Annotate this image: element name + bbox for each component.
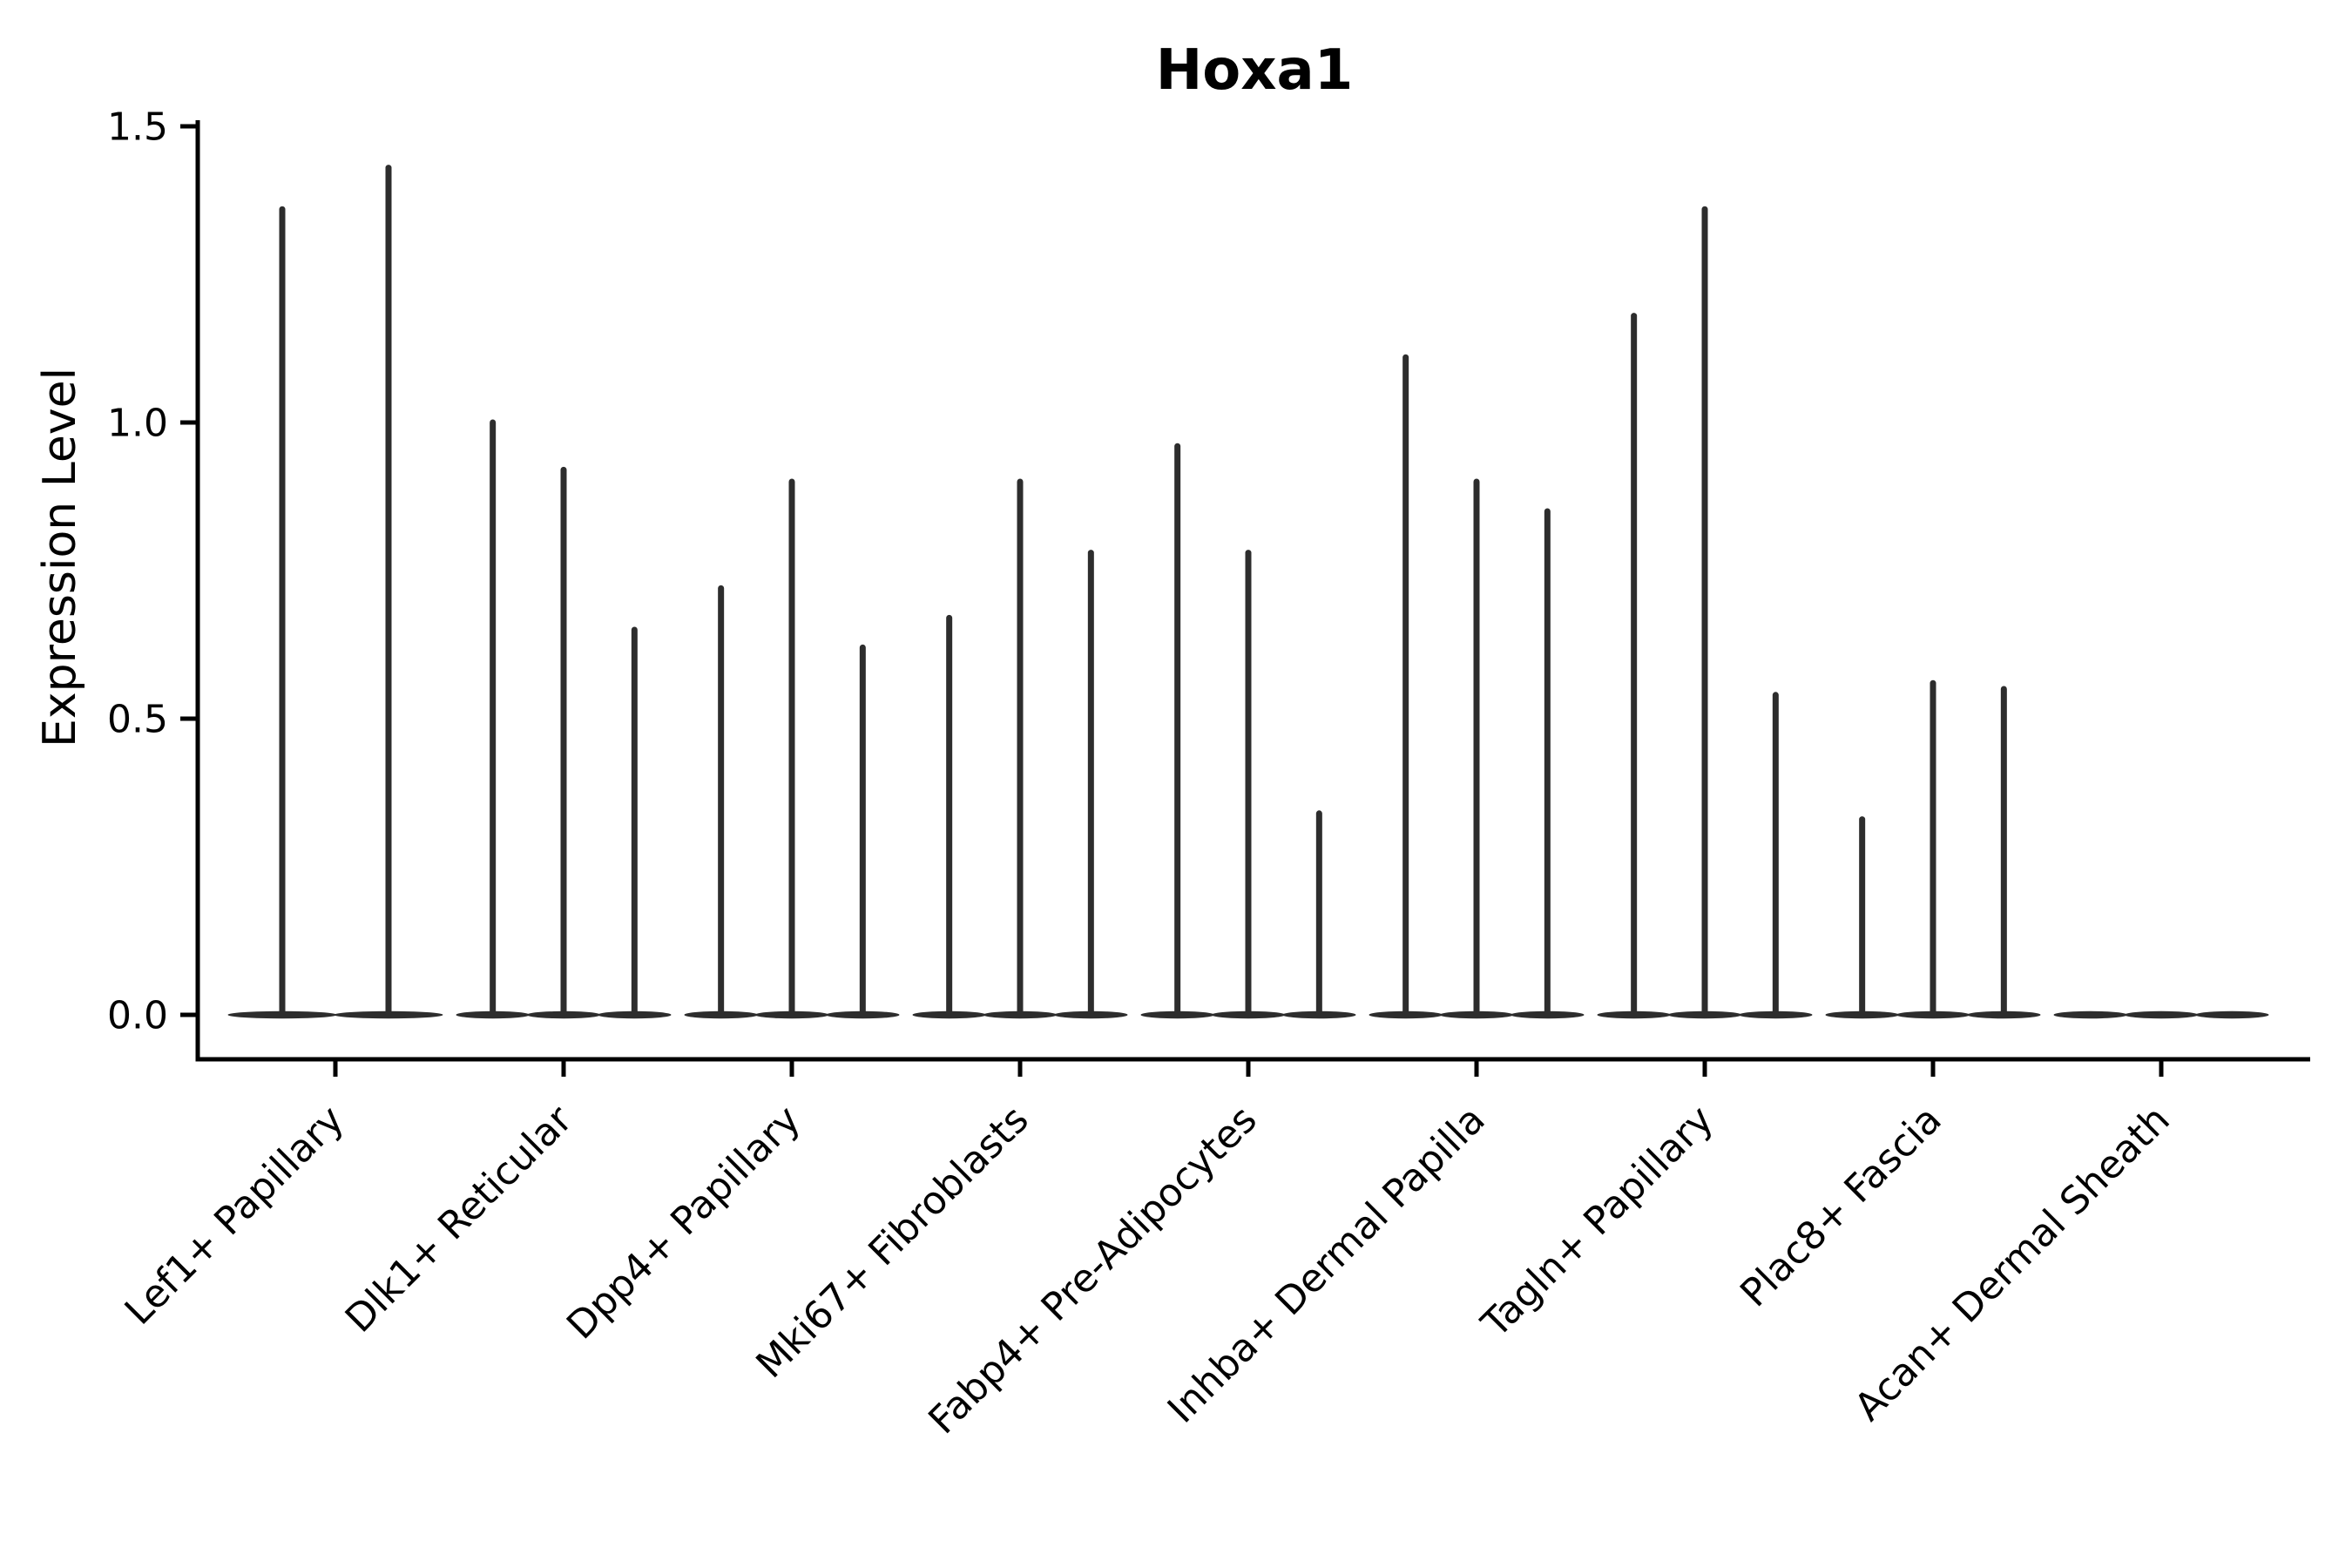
- violin-group: [1825, 679, 2041, 1019]
- chart-title: Hoxa1: [1156, 38, 1354, 103]
- violins-layer: [227, 165, 2269, 1019]
- y-tick-label: 0.0: [107, 993, 168, 1037]
- violin-group: [456, 419, 672, 1019]
- y-tick-label: 1.5: [107, 105, 168, 149]
- violin-base: [2124, 1010, 2199, 1019]
- violin-group: [227, 165, 443, 1019]
- y-axis: 0.0 0.5 1.0 1.5: [107, 105, 198, 1037]
- y-tick-label: 1.0: [107, 401, 168, 445]
- x-tick-label: Plac8+ Fascia: [1732, 1098, 1950, 1316]
- y-axis-label: Expression Level: [34, 368, 86, 747]
- violin-group: [684, 478, 900, 1019]
- violin-group: [1140, 443, 1356, 1019]
- violin-group: [912, 478, 1128, 1019]
- violin-base: [2195, 1010, 2269, 1019]
- x-tick-label: Tagln+ Papillary: [1473, 1098, 1722, 1347]
- violin-group: [1369, 354, 1585, 1019]
- x-tick-label: Dpp4+ Papillary: [558, 1098, 809, 1348]
- violin-base: [2053, 1010, 2127, 1019]
- x-tick-label: Dlk1+ Reticular: [337, 1097, 582, 1342]
- y-tick-label: 0.5: [107, 697, 168, 741]
- violin-group: [2053, 1010, 2269, 1019]
- x-tick-label: Lef1+ Papillary: [117, 1098, 353, 1334]
- violin-group: [1597, 206, 1813, 1019]
